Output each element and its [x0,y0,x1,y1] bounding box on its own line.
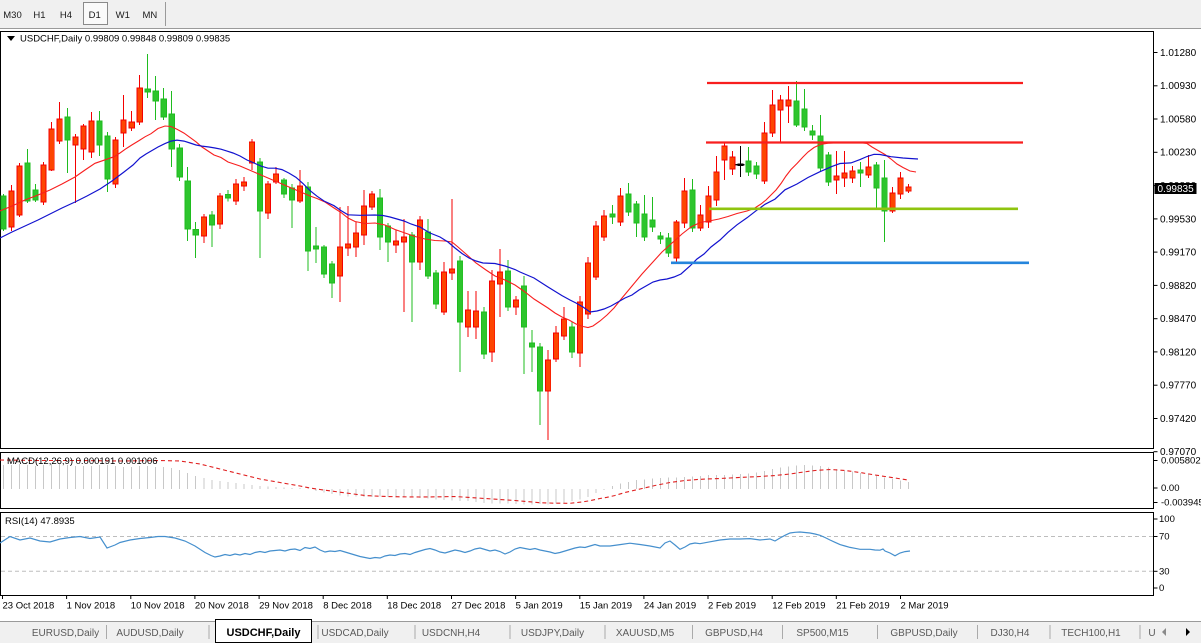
svg-text:RSI(14) 47.8935: RSI(14) 47.8935 [5,516,75,527]
svg-text:18 Dec 2018: 18 Dec 2018 [387,601,441,612]
svg-text:H4: H4 [60,10,72,21]
svg-text:USDCNH,H4: USDCNH,H4 [422,628,481,639]
svg-text:24 Jan 2019: 24 Jan 2019 [644,601,696,612]
svg-text:USDJPY,Daily: USDJPY,Daily [521,628,584,639]
svg-text:0.00: 0.00 [1161,483,1180,494]
svg-text:1.01280: 1.01280 [1160,48,1197,59]
svg-text:0.97070: 0.97070 [1160,447,1197,458]
svg-text:W1: W1 [116,10,130,21]
svg-text:29 Nov 2018: 29 Nov 2018 [259,601,313,612]
svg-text:DJ30,H4: DJ30,H4 [991,628,1030,639]
svg-text:GBPUSD,H4: GBPUSD,H4 [705,628,763,639]
svg-text:0.98120: 0.98120 [1160,347,1197,358]
svg-text:2 Feb 2019: 2 Feb 2019 [708,601,756,612]
svg-text:30: 30 [1159,567,1170,578]
svg-text:2 Mar 2019: 2 Mar 2019 [901,601,949,612]
svg-text:TECH100,H1: TECH100,H1 [1061,628,1121,639]
svg-text:12 Feb 2019: 12 Feb 2019 [772,601,825,612]
svg-text:8 Dec 2018: 8 Dec 2018 [323,601,372,612]
svg-text:-0.003945: -0.003945 [1161,498,1201,509]
svg-text:5 Jan 2019: 5 Jan 2019 [516,601,563,612]
svg-text:H1: H1 [33,10,45,21]
svg-text:SP500,M15: SP500,M15 [796,628,849,639]
svg-text:1.00930: 1.00930 [1160,81,1197,92]
svg-text:MACD(12,26,9) 0.000191 0.00100: MACD(12,26,9) 0.000191 0.001006 [7,456,158,467]
svg-text:GBPUSD,Daily: GBPUSD,Daily [890,628,957,639]
svg-text:USDCHF,Daily 0.99809 0.99848: USDCHF,Daily 0.99809 0.99848 0.99809 0.9… [20,34,230,45]
svg-text:10 Nov 2018: 10 Nov 2018 [131,601,185,612]
svg-text:0.98820: 0.98820 [1160,281,1197,292]
svg-text:15 Jan 2019: 15 Jan 2019 [580,601,632,612]
svg-text:M30: M30 [3,10,21,21]
svg-text:XAUUSD,M5: XAUUSD,M5 [616,628,675,639]
svg-text:21 Feb 2019: 21 Feb 2019 [836,601,889,612]
svg-text:100: 100 [1159,514,1175,525]
svg-text:1 Nov 2018: 1 Nov 2018 [67,601,116,612]
svg-text:U: U [1148,628,1155,639]
svg-text:USDCHF,Daily: USDCHF,Daily [227,627,302,639]
svg-text:0.99170: 0.99170 [1160,248,1197,259]
svg-text:1.00580: 1.00580 [1160,114,1197,125]
svg-text:0.98470: 0.98470 [1160,314,1197,325]
svg-text:20 Nov 2018: 20 Nov 2018 [195,601,249,612]
svg-text:0.97770: 0.97770 [1160,381,1197,392]
svg-text:23 Oct 2018: 23 Oct 2018 [3,601,55,612]
svg-text:0.97420: 0.97420 [1160,414,1197,425]
svg-text:0: 0 [1159,583,1164,594]
svg-text:MN: MN [143,10,158,21]
svg-text:AUDUSD,Daily: AUDUSD,Daily [116,628,183,639]
svg-text:0.99530: 0.99530 [1160,214,1197,225]
svg-text:D1: D1 [89,10,101,21]
svg-text:27 Dec 2018: 27 Dec 2018 [452,601,506,612]
svg-text:EURUSD,Daily: EURUSD,Daily [32,628,99,639]
svg-text:USDCAD,Daily: USDCAD,Daily [321,628,388,639]
svg-text:0.005802: 0.005802 [1161,456,1201,467]
svg-text:1.00230: 1.00230 [1160,148,1197,159]
svg-text:0.99835: 0.99835 [1158,184,1195,195]
svg-text:70: 70 [1159,532,1170,543]
